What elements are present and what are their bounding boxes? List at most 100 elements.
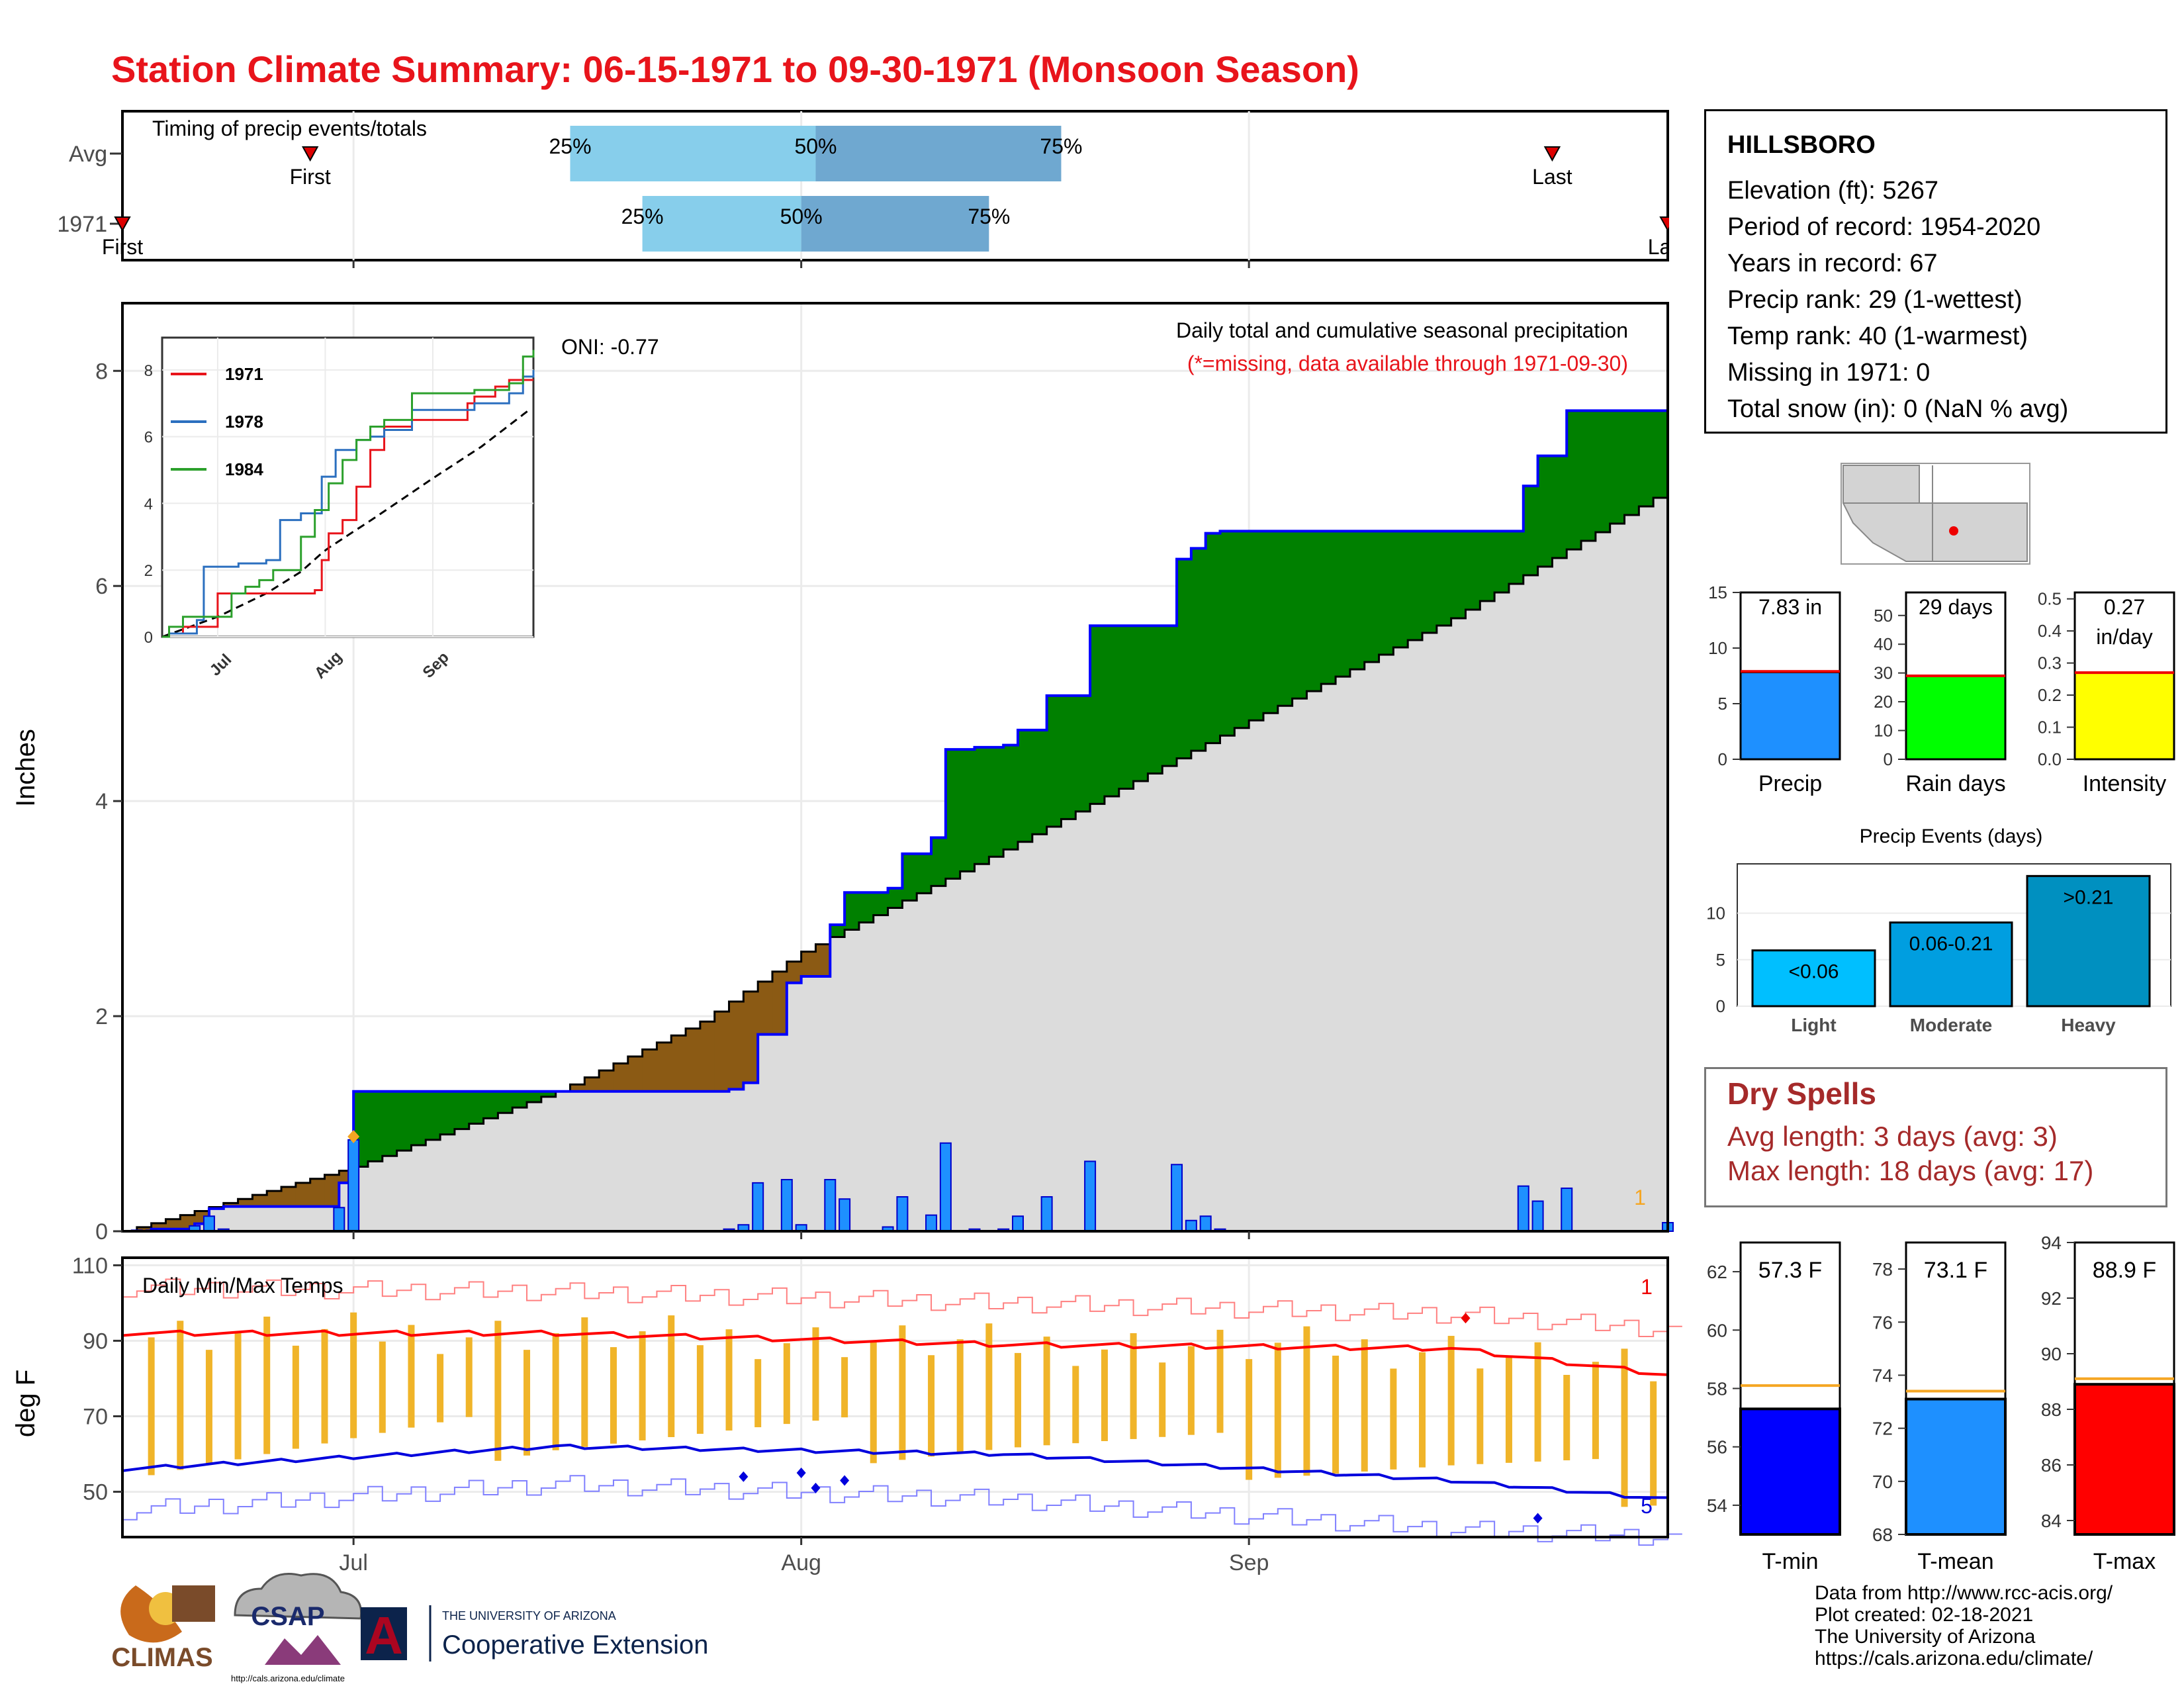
above-normal-fill [960,749,976,872]
station-line: Missing in 1971: 0 [1727,359,1931,387]
csap-logo-text: CSAP [251,1602,324,1631]
daily-temp-bar [1361,1339,1368,1472]
credit-line: The University of Arizona [1815,1626,2036,1648]
daily-temp-bar [263,1316,271,1454]
daily-precip-bar [1040,1196,1053,1232]
above-normal-fill [1205,533,1221,743]
daily-precip-bar [1531,1200,1544,1233]
temp-panel-label: Daily Min/Max Temps [142,1274,343,1297]
below-normal-fill [136,1227,152,1231]
dry-spells-avg: Avg length: 3 days (avg: 3) [1727,1121,2058,1152]
temp-bar-name: T-mean [1917,1549,1993,1574]
temp-bar-ytick-label: 54 [1707,1495,1727,1516]
dry-spells-title: Dry Spells [1727,1076,1876,1111]
daily-temp-bar [725,1329,733,1431]
station-location-marker [1949,526,1958,536]
below-normal-fill [671,1035,686,1092]
above-normal-fill [1581,410,1596,541]
daily-temp-bar [1159,1362,1166,1437]
daily-temp-bar [668,1315,675,1437]
events-bar [1751,949,1876,1008]
inset-ytick-label: 4 [144,495,153,513]
summary-ytick-label: 0.1 [2038,718,2062,737]
above-normal-fill [411,1091,426,1146]
above-normal-fill [1624,410,1639,515]
below-normal-fill [758,981,773,1035]
state-map [1841,463,2030,565]
timing-event-label: First [290,165,331,189]
above-normal-fill [1104,626,1120,796]
logos: CLIMAS CSAP http://cals.arizona.edu/climat… [111,1573,708,1683]
daily-temp-bar [1534,1342,1541,1462]
summary-bar-value: in/day [2096,625,2152,649]
summary-ytick-label: 0 [1884,749,1893,769]
events-title: Precip Events (days) [1860,825,2043,847]
daily-precip-bar [839,1198,851,1233]
above-normal-fill [1292,531,1307,699]
summary-ytick-label: 15 [1708,583,1727,602]
above-normal-fill [1263,531,1279,714]
above-normal-fill [426,1091,441,1140]
record-low-marker [1533,1513,1543,1524]
above-normal-fill [1133,626,1148,782]
timing-pct-label: 50% [780,205,823,228]
record-max-line [122,1278,1682,1337]
dry-spells-box: Dry Spells Avg length: 3 days (avg: 3) M… [1704,1067,2167,1207]
below-normal-fill [570,1084,585,1092]
temp-bar-ytick-label: 94 [2041,1233,2062,1253]
below-normal-fill [584,1077,600,1092]
daily-temp-bar [985,1323,993,1450]
daily-temp-bar [292,1345,299,1449]
below-normal-fill [686,1028,701,1092]
above-normal-fill [1610,410,1625,524]
temp-xtick-label: Aug [781,1550,821,1575]
missing-count: 1 [1634,1186,1646,1209]
above-normal-fill [1349,531,1365,670]
daily-temp-bar [1592,1362,1599,1460]
above-normal-fill [887,888,903,908]
below-normal-fill [267,1191,282,1207]
ua-logo-bottom-text: Cooperative Extension [442,1630,708,1660]
above-normal-fill [830,924,845,937]
timing-pct-label: 25% [621,205,664,228]
above-normal-fill [1090,626,1105,804]
below-normal-fill [786,961,802,983]
above-normal-fill [1118,626,1134,789]
daily-temp-bar [1274,1342,1281,1478]
summary-bar-2 [2073,671,2175,761]
above-normal-fill [1234,531,1250,728]
above-normal-fill [945,749,961,879]
daily-precip-bar [780,1179,793,1233]
first-event-marker [114,216,131,232]
daily-temp-bar [1187,1346,1195,1435]
daily-precip-bar [1561,1188,1573,1233]
chart-title: Station Climate Summary: 06-15-1971 to 0… [111,48,1359,90]
summary-bar-1 [1905,675,2007,761]
inset-legend-label: 1971 [225,364,263,384]
daily-temp-bar [1246,1359,1253,1480]
timing-pct-label: 25% [549,134,591,158]
above-normal-fill [1552,455,1567,558]
above-normal-fill [382,1091,398,1156]
above-normal-fill [541,1091,557,1097]
above-normal-fill [1465,531,1480,610]
daily-temp-bar [1621,1348,1628,1507]
above-normal-fill [1177,559,1192,759]
daily-temp-bar [1447,1336,1455,1466]
below-normal-fill [238,1199,253,1207]
below-normal-fill [151,1223,166,1229]
daily-temp-bar [177,1321,184,1470]
above-normal-fill [367,1091,383,1162]
daily-temp-bar [1303,1326,1310,1476]
daily-temp-bar [696,1345,704,1434]
daily-temp-bar [1477,1368,1484,1464]
timing-bar-q50-q75 [801,196,989,252]
temp-bar-ytick-label: 70 [1872,1472,1893,1492]
summary-ytick-label: 50 [1874,606,1893,626]
daily-temp-bar [1130,1333,1137,1439]
inset-normal-line [161,408,531,638]
summary-ytick-label: 0.2 [2038,685,2062,705]
above-normal-fill [1639,410,1654,506]
daily-temp-bar [928,1355,935,1457]
timing-pct-label: 50% [794,134,837,158]
